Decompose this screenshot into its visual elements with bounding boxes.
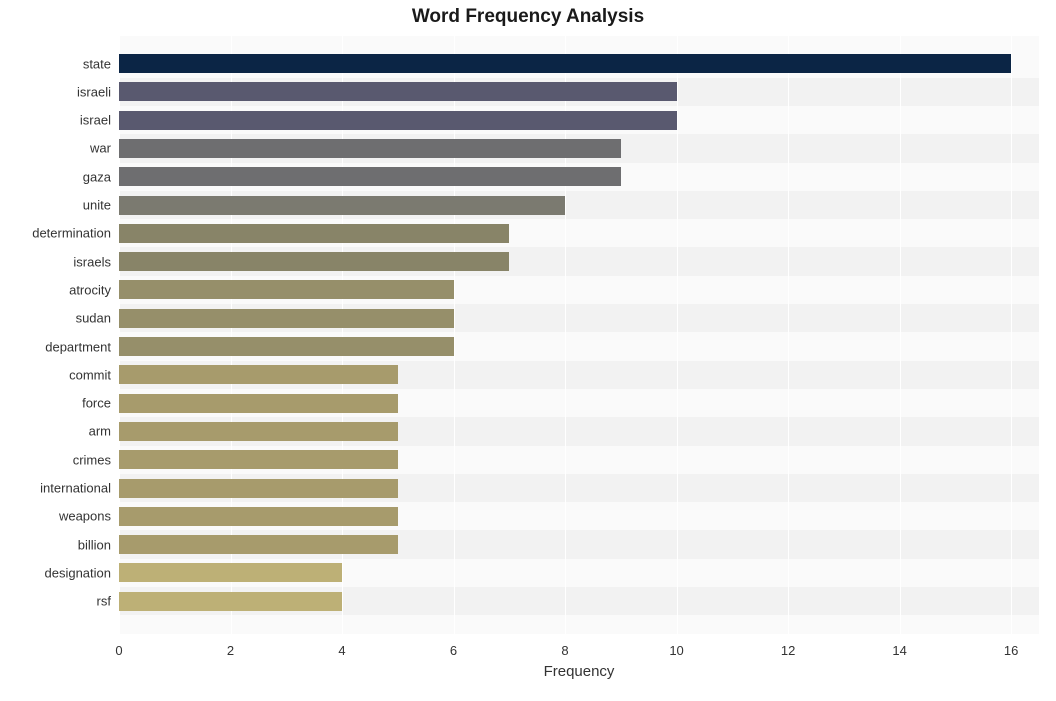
- y-tick-label: department: [45, 339, 119, 354]
- y-tick-label: international: [40, 481, 119, 496]
- y-tick-label: israel: [80, 113, 119, 128]
- y-tick-label: commit: [69, 367, 119, 382]
- y-tick-label: sudan: [76, 311, 119, 326]
- chart-title: Word Frequency Analysis: [0, 6, 1056, 28]
- bar: [119, 507, 398, 526]
- x-tick-label: 0: [115, 643, 122, 658]
- y-tick-label: rsf: [97, 594, 119, 609]
- x-tick-label: 8: [561, 643, 568, 658]
- bar: [119, 422, 398, 441]
- y-tick-label: state: [83, 56, 119, 71]
- x-gridline: [1011, 36, 1012, 634]
- bar: [119, 337, 454, 356]
- x-tick-label: 4: [338, 643, 345, 658]
- bar: [119, 167, 621, 186]
- x-gridline: [677, 36, 678, 634]
- y-tick-label: designation: [45, 565, 120, 580]
- x-tick-label: 6: [450, 643, 457, 658]
- bar: [119, 563, 342, 582]
- x-axis-title: Frequency: [544, 663, 615, 680]
- x-gridline: [788, 36, 789, 634]
- bar: [119, 365, 398, 384]
- y-tick-label: atrocity: [69, 282, 119, 297]
- x-tick-label: 10: [669, 643, 683, 658]
- x-tick-label: 16: [1004, 643, 1018, 658]
- bar: [119, 450, 398, 469]
- bar: [119, 54, 1011, 73]
- bar: [119, 535, 398, 554]
- bar: [119, 252, 509, 271]
- y-tick-label: israeli: [77, 84, 119, 99]
- bar: [119, 111, 677, 130]
- y-tick-label: war: [90, 141, 119, 156]
- bar: [119, 309, 454, 328]
- x-tick-label: 12: [781, 643, 795, 658]
- x-tick-label: 2: [227, 643, 234, 658]
- bar: [119, 224, 509, 243]
- y-tick-label: gaza: [83, 169, 119, 184]
- y-tick-label: force: [82, 396, 119, 411]
- x-tick-label: 14: [892, 643, 906, 658]
- y-tick-label: unite: [83, 198, 119, 213]
- bar: [119, 82, 677, 101]
- y-tick-label: billion: [78, 537, 119, 552]
- bar: [119, 196, 565, 215]
- y-tick-label: israels: [73, 254, 119, 269]
- word-frequency-chart: Word Frequency Analysis 0246810121416Fre…: [0, 0, 1056, 701]
- plot-area: 0246810121416Frequencystateisraeliisrael…: [119, 36, 1039, 634]
- bar: [119, 479, 398, 498]
- bar: [119, 280, 454, 299]
- y-tick-label: determination: [32, 226, 119, 241]
- x-gridline: [900, 36, 901, 634]
- y-tick-label: weapons: [59, 509, 119, 524]
- bar: [119, 139, 621, 158]
- bar: [119, 592, 342, 611]
- bar: [119, 394, 398, 413]
- y-tick-label: arm: [89, 424, 119, 439]
- y-tick-label: crimes: [73, 452, 119, 467]
